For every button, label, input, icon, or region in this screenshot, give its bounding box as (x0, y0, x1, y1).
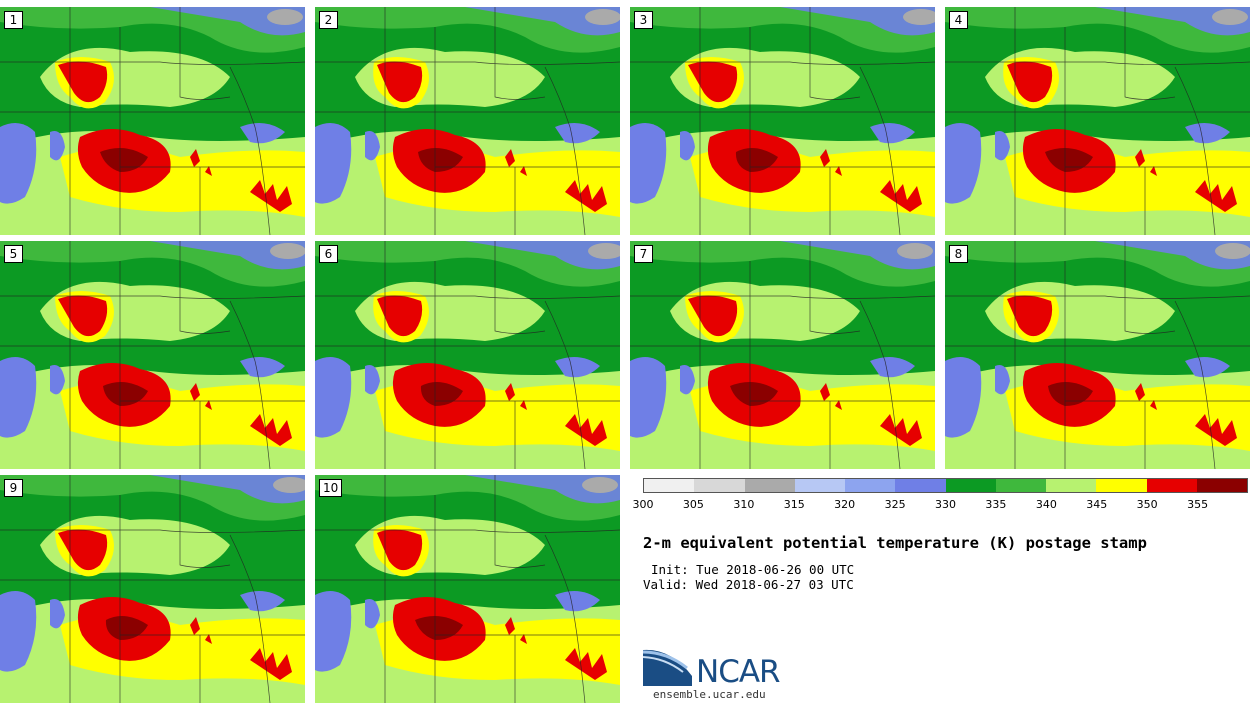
colorbar-swatch (1096, 479, 1147, 492)
ensemble-member-map: 5 (0, 241, 305, 469)
colorbar-tick-label: 350 (1136, 498, 1158, 511)
init-time: Init: Tue 2018-06-26 00 UTC (651, 562, 855, 577)
member-number-label: 3 (634, 11, 653, 29)
colorbar-tick-label: 335 (985, 498, 1007, 511)
ensemble-member-map: 2 (315, 7, 620, 235)
colorbar-swatch (1046, 479, 1097, 492)
ensemble-member-map: 8 (945, 241, 1250, 469)
member-number-label: 5 (4, 245, 23, 263)
ensemble-member-map: 10 (315, 475, 620, 703)
colorbar-tick-label: 325 (884, 498, 906, 511)
ensemble-member-map: 9 (0, 475, 305, 703)
colorbar-tick-label: 320 (834, 498, 856, 511)
colorbar-swatch (995, 479, 1046, 492)
ncar-logo-text: NCAR (696, 654, 781, 690)
colorbar (643, 478, 1248, 493)
member-number-label: 2 (319, 11, 338, 29)
colorbar-tick-label: 345 (1086, 498, 1108, 511)
colorbar-tick-label: 340 (1035, 498, 1057, 511)
colorbar-tick-label: 315 (783, 498, 805, 511)
colorbar-swatch (945, 479, 996, 492)
ensemble-member-map: 1 (0, 7, 305, 235)
member-number-label: 9 (4, 479, 23, 497)
colorbar-swatch (845, 479, 896, 492)
member-number-label: 1 (4, 11, 23, 29)
member-number-label: 6 (319, 245, 338, 263)
colorbar-tick-label: 310 (733, 498, 755, 511)
colorbar-tick-label: 305 (682, 498, 704, 511)
ensemble-member-map: 6 (315, 241, 620, 469)
colorbar-swatch (694, 479, 745, 492)
member-number-label: 7 (634, 245, 653, 263)
colorbar-swatch (794, 479, 845, 492)
colorbar-swatch (744, 479, 795, 492)
site-url: ensemble.ucar.edu (653, 688, 766, 701)
colorbar-swatch (1146, 479, 1197, 492)
colorbar-tick-label: 330 (935, 498, 956, 511)
member-number-label: 10 (319, 479, 343, 497)
member-number-label: 4 (949, 11, 968, 29)
ncar-logo-icon (643, 649, 692, 686)
valid-time: Valid: Wed 2018-06-27 03 UTC (643, 577, 854, 592)
member-number-label: 8 (949, 245, 968, 263)
colorbar-swatch (895, 479, 946, 492)
colorbar-swatch (1196, 479, 1247, 492)
colorbar-ticks: 300 305 310 315 320 325 330 335 340 345 350 355 (633, 498, 1248, 512)
ensemble-member-map: 7 (630, 241, 935, 469)
plot-title: 2-m equivalent potential temperature (K)… (643, 534, 1147, 552)
colorbar-tick-label: 300 (632, 498, 654, 511)
colorbar-swatch (644, 479, 695, 492)
colorbar-tick-label: 355 (1187, 498, 1209, 511)
ensemble-member-map: 3 (630, 7, 935, 235)
ensemble-member-map: 4 (945, 7, 1250, 235)
